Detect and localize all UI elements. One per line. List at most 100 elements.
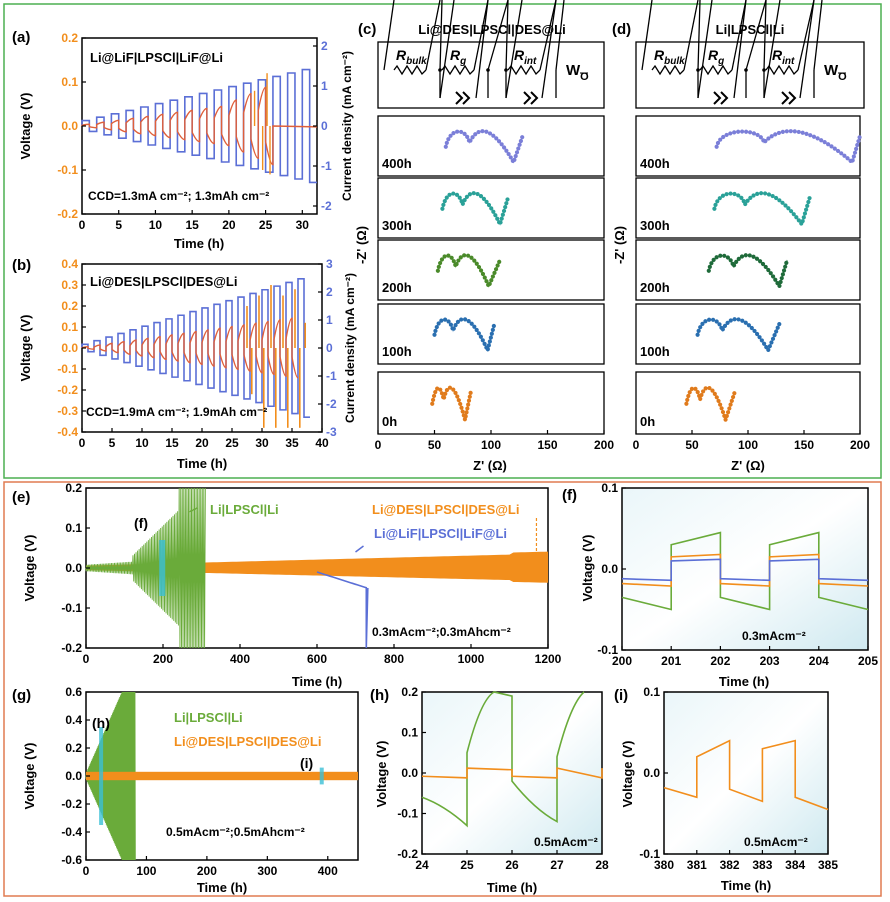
panel-d-xtick-label: 150 <box>794 438 814 452</box>
panel-d-point-400h <box>714 144 719 149</box>
panel-c-point-300h <box>467 192 473 197</box>
panel-d-point-400h <box>744 129 749 134</box>
panel-e-xtick-label: 800 <box>384 652 404 666</box>
panel-d-point-200h <box>778 279 783 285</box>
panel-a-y2-ytick-label: 1 <box>321 79 328 93</box>
panel-d-point-100h <box>722 323 728 329</box>
panel-c-point-400h <box>512 157 517 162</box>
panel-c-point-0h <box>460 409 465 414</box>
panel-d-point-200h <box>773 277 778 282</box>
panel-d-wire <box>745 0 767 71</box>
panel-c-point-400h <box>494 136 499 141</box>
panel-d-point-400h <box>751 131 757 136</box>
panel-g-tag: (g) <box>12 687 31 704</box>
panel-c: (c) Li@DES|LPSCl|DES@Li Rbulk Rg Rint WO 40… <box>358 0 614 473</box>
panel-c-point-0h <box>451 387 456 392</box>
panel-c-point-100h <box>486 343 491 348</box>
panel-d-point-400h <box>721 134 726 140</box>
panel-a-y2-ytick-label: -1 <box>321 159 332 173</box>
panel-i-ytick-label: 0.0 <box>643 766 660 780</box>
panel-c-point-300h <box>505 197 510 202</box>
panel-b-y2-ytick-label: -2 <box>326 397 337 411</box>
panel-d-point-100h <box>767 344 772 349</box>
panel-d-cpe-g <box>713 91 729 105</box>
panel-c-wire <box>473 0 489 71</box>
panel-c-point-100h <box>455 319 461 324</box>
panel-d-point-300h <box>755 191 760 196</box>
panel-cd-ylabel-d: -Z' (Ω) <box>612 226 627 264</box>
panel-d-point-400h <box>766 136 771 141</box>
panel-d-point-200h <box>783 264 788 269</box>
panel-d-wire <box>733 0 747 99</box>
panel-c-point-300h <box>447 192 452 197</box>
panel-c-point-200h <box>472 258 477 263</box>
panel-d-wire <box>731 0 747 71</box>
panel-b-ytick-label: 0.0 <box>61 341 78 355</box>
panel-c-point-400h <box>462 131 467 136</box>
panel-c-point-200h <box>495 263 500 268</box>
panel-c-point-100h <box>436 321 441 326</box>
panel-c-point-300h <box>464 194 470 199</box>
panel-c-point-400h <box>448 133 453 138</box>
panel-h-xtick-label: 27 <box>550 858 564 872</box>
panel-d-point-0h <box>719 406 724 411</box>
panel-b-y2-ytick-label: 2 <box>326 285 333 299</box>
panel-c-point-300h <box>503 205 508 210</box>
panel-b-y2-ytick-label: -1 <box>326 369 337 383</box>
panel-c-point-300h <box>441 202 446 207</box>
panel-d-point-0h <box>703 386 708 391</box>
panel-a-ytick-label: 0.0 <box>61 119 78 133</box>
panel-c-point-200h <box>478 268 484 273</box>
panel-g-ytick-label: -0.6 <box>61 853 82 867</box>
panel-d-point-100h <box>774 329 779 334</box>
panel-c-point-0h <box>453 390 458 396</box>
panel-c-point-300h <box>442 198 447 204</box>
panel-c-point-0h <box>458 401 463 407</box>
panel-d-time-label: 400h <box>640 156 670 171</box>
panel-d-point-100h <box>700 321 705 326</box>
panel-d-point-100h <box>772 333 777 338</box>
panel-c-point-400h <box>517 142 522 147</box>
panel-c-time-label: 100h <box>382 344 412 359</box>
panel-g-ytick-label: -0.2 <box>61 797 82 811</box>
panel-d-point-400h <box>856 139 861 144</box>
panel-d-point-200h <box>754 256 760 261</box>
panel-c-point-0h <box>468 390 473 395</box>
panel-i-xtick-label: 381 <box>687 858 707 872</box>
panel-a-xtick-label: 30 <box>296 218 310 232</box>
panel-d-point-400h <box>819 138 824 143</box>
panel-c-box-400h <box>377 115 605 177</box>
panel-d: (d) Li|LPSCl|Li Rbulk Rg Rint WO 400h 300h 20… <box>612 0 870 473</box>
panel-h-ytick-label: -0.2 <box>397 847 418 861</box>
panel-d-point-100h <box>740 318 745 323</box>
panel-c-point-100h <box>453 322 458 328</box>
panel-c-wire <box>505 0 523 99</box>
panel-d-point-300h <box>780 200 785 205</box>
panel-d-point-100h <box>732 317 737 322</box>
panel-c-point-200h <box>442 254 447 259</box>
panel-a-ytick-label: 0.2 <box>61 31 78 45</box>
panel-c-r-int <box>507 64 541 76</box>
panel-d-point-0h <box>728 402 733 407</box>
panel-g-xtick-label: 100 <box>136 864 156 878</box>
panel-c-circuit: Rbulk Rg Rint WO <box>383 0 589 105</box>
panel-e-xtick-label: 600 <box>307 652 327 666</box>
panel-c-point-300h <box>457 195 462 200</box>
panel-d-point-400h <box>769 134 774 139</box>
panel-d-point-300h <box>728 191 733 196</box>
panel-c-point-100h <box>433 328 438 333</box>
panel-d-point-200h <box>751 254 756 259</box>
panel-e-xtick-label: 200 <box>153 652 173 666</box>
panel-b-xtick-label: 15 <box>165 436 179 450</box>
panel-c-eis-plots: 400h 300h 200h 100h 0h0 50 100 150 200 <box>375 115 614 452</box>
panel-f-tag: (f) <box>562 487 577 504</box>
panel-h-xtick-label: 26 <box>505 858 519 872</box>
panel-e-li-line <box>85 487 206 649</box>
panel-d-point-100h <box>764 345 769 350</box>
panel-f-xtick-label: 201 <box>661 654 681 668</box>
panel-i-annotation: 0.5mAcm⁻² <box>744 835 808 849</box>
panel-d-point-300h <box>774 195 779 201</box>
panel-d-point-400h <box>845 156 850 161</box>
panel-d-point-400h <box>788 129 793 134</box>
panel-d-point-0h <box>707 385 712 391</box>
